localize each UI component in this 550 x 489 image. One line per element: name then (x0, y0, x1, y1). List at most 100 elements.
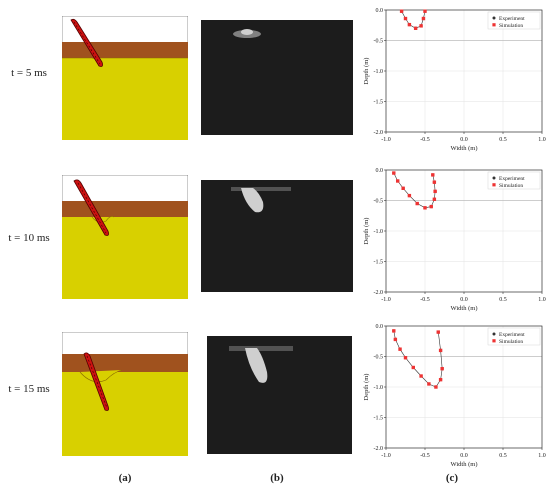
simulation-point (438, 348, 443, 353)
profile-chart-t10: -1.0 -0.5 0.0 0.5 1.0 0.0 -0.5 -1.0 -1.5 -2.0 Widt… (363, 168, 546, 312)
simulation-point (407, 22, 412, 27)
profile-chart-t15: -1.0 -0.5 0.0 0.5 1.0 0.0 -0.5 -1.0 -1.5 -2.0 Widt… (363, 324, 546, 468)
simulation-point (393, 337, 398, 342)
simulation-point (440, 367, 444, 371)
time-label-row-1: t = 5 ms (11, 67, 47, 79)
legend-simulation-marker (492, 339, 496, 343)
simulation-point (401, 186, 405, 190)
legend-experiment-label: Experiment (499, 332, 525, 338)
simulation-point (403, 356, 408, 360)
y-tick-label: 0.0 (376, 8, 384, 14)
simulation-image-t10 (62, 175, 188, 299)
x-tick-label: 0.0 (460, 137, 468, 143)
legend-simulation-label: Simulation (499, 339, 523, 345)
simulation-image-t15 (62, 332, 188, 456)
simulation-point (429, 204, 433, 209)
simulation-point (415, 201, 419, 206)
simulation-point (423, 9, 427, 13)
y-tick-label: -1.5 (374, 416, 384, 422)
panel-label-a: (a) (118, 472, 132, 484)
y-tick-label: -1.0 (374, 69, 384, 75)
y-tick-label: -1.0 (374, 385, 384, 391)
experiment-photo-t5 (201, 20, 353, 135)
simulation-point (403, 16, 408, 21)
y-tick-label: -1.5 (374, 100, 384, 106)
legend-experiment-marker (492, 332, 496, 336)
x-tick-label: -1.0 (381, 137, 391, 143)
legend-experiment-label: Experiment (499, 16, 525, 22)
simulation-point (423, 206, 427, 210)
y-tick-label: 0.0 (376, 168, 384, 174)
legend-box (487, 171, 541, 190)
experiment-photo-t15 (207, 336, 352, 454)
simulation-image-t5 (62, 16, 188, 140)
legend-simulation-label: Simulation (499, 183, 523, 189)
simulation-point (433, 189, 437, 194)
y-axis-label: Depth (m) (363, 218, 370, 245)
panel-label-c: (c) (445, 472, 459, 484)
x-tick-label: -1.0 (381, 297, 391, 303)
y-tick-label: -1.5 (374, 260, 384, 266)
y-tick-label: -0.5 (374, 355, 384, 361)
simulation-point (407, 193, 412, 198)
x-tick-label: -0.5 (420, 453, 430, 459)
x-tick-label: 1.0 (538, 137, 546, 143)
x-tick-label: 0.5 (499, 297, 507, 303)
simulation-point (432, 197, 437, 201)
y-axis-label: Depth (m) (363, 374, 370, 401)
x-tick-label: -1.0 (381, 453, 391, 459)
simulation-point (436, 330, 440, 334)
simulation-point (392, 171, 396, 175)
legend-box (487, 327, 541, 346)
x-tick-label: 1.0 (538, 453, 546, 459)
y-tick-label: -2.0 (374, 130, 384, 136)
y-tick-label: -2.0 (374, 290, 384, 296)
simulation-point (411, 365, 415, 370)
simulation-point (438, 377, 443, 382)
simulation-point (399, 9, 404, 13)
simulation-point (432, 180, 437, 184)
x-axis-label: Width (m) (451, 461, 478, 468)
legend-experiment-marker (492, 176, 496, 180)
y-tick-label: 0.0 (376, 324, 384, 330)
experiment-photo-t10 (201, 180, 353, 292)
profile-chart-t5: -1.0 -0.5 0.0 0.5 1.0 0.0 -0.5 -1.0 -1.5 -2.0 Widt… (363, 8, 546, 152)
x-tick-label: 0.0 (460, 453, 468, 459)
experiment-line (393, 330, 443, 388)
simulation-point (419, 374, 423, 378)
time-label-row-2: t = 10 ms (8, 232, 50, 244)
legend-simulation-marker (492, 23, 496, 27)
x-tick-label: 0.0 (460, 297, 468, 303)
legend-experiment-label: Experiment (499, 176, 525, 182)
x-axis-label: Width (m) (451, 145, 478, 152)
simulation-point (396, 179, 400, 183)
simulation-point (431, 173, 435, 177)
time-label-row-3: t = 15 ms (8, 383, 50, 395)
y-tick-label: -1.0 (374, 229, 384, 235)
simulation-point (434, 385, 438, 389)
simulation-point (398, 347, 402, 351)
x-axis-label: Width (m) (451, 305, 478, 312)
legend-simulation-label: Simulation (499, 23, 523, 29)
simulation-point (419, 24, 423, 28)
experiment-line (393, 172, 436, 209)
x-tick-label: 1.0 (538, 297, 546, 303)
panel-label-b: (b) (270, 472, 284, 484)
y-tick-label: -0.5 (374, 199, 384, 205)
simulation-point (392, 329, 396, 333)
y-axis-label: Depth (m) (363, 58, 370, 85)
simulation-point (413, 26, 418, 30)
x-tick-label: -0.5 (420, 297, 430, 303)
x-tick-label: 0.5 (499, 453, 507, 459)
y-tick-label: -2.0 (374, 446, 384, 452)
x-tick-label: -0.5 (420, 137, 430, 143)
simulation-point (427, 382, 431, 386)
legend-simulation-marker (492, 183, 496, 187)
y-tick-label: -0.5 (374, 39, 384, 45)
simulation-point (421, 16, 426, 21)
x-tick-label: 0.5 (499, 137, 507, 143)
legend-experiment-marker (492, 16, 496, 20)
